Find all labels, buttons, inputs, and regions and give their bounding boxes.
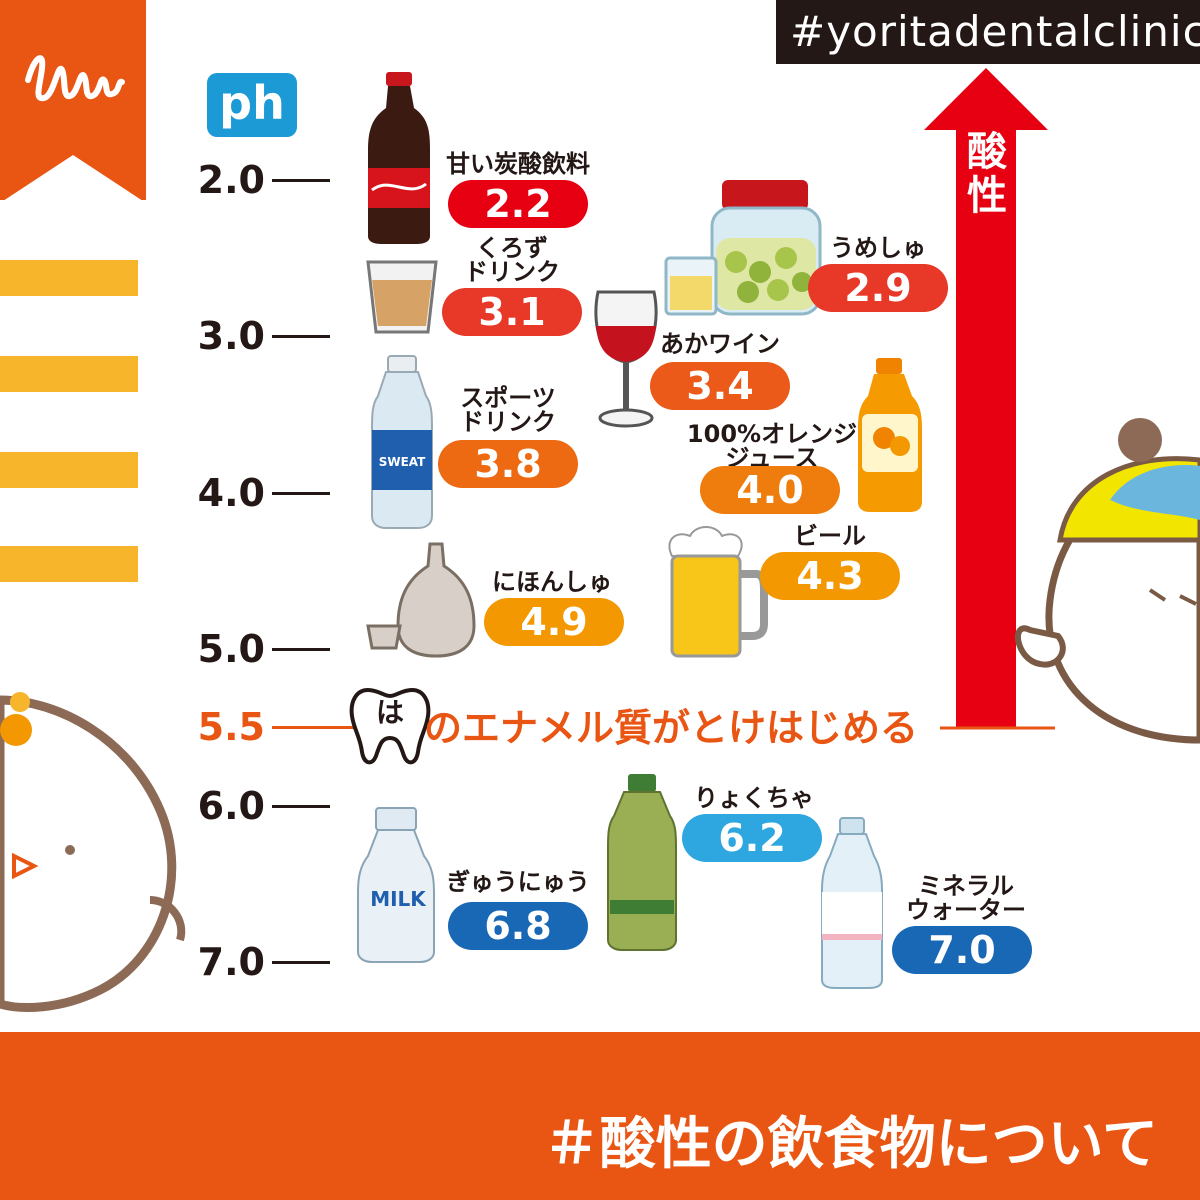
axis-tick-mark	[272, 648, 330, 652]
drink-name-label: にほんしゅ	[492, 568, 612, 596]
wine-glass-icon	[594, 290, 658, 428]
ph-value-pill: 4.0	[700, 466, 840, 514]
milk-bottle-label: MILK	[370, 887, 427, 911]
ph-value-pill: 2.2	[448, 180, 588, 228]
water-bottle-icon	[821, 817, 883, 989]
drink-name-label: ビール	[794, 522, 866, 550]
logo-icon	[25, 55, 125, 102]
axis-tick-label: 5.0	[197, 627, 265, 672]
axis-tick-mark	[272, 961, 330, 964]
decor-stripe	[0, 452, 138, 488]
axis-tick-mark	[272, 179, 330, 182]
axis-tick-mark	[272, 335, 330, 339]
milk-bottle-icon: MILK	[357, 807, 435, 963]
axis-tick-mark	[272, 804, 330, 808]
drink-name-label: スポーツ ドリンク	[460, 384, 556, 436]
ph-value-pill: 4.9	[484, 598, 624, 646]
decor-stripe	[0, 546, 138, 582]
ph-value-pill: 2.9	[808, 264, 948, 312]
acid-arrow-label: 酸 性	[967, 129, 1007, 219]
enamel-threshold-text: のエナメル質がとけはじめる	[424, 706, 919, 750]
drink-name-label: りょくちゃ	[694, 784, 814, 812]
ph-value-pill: 6.2	[682, 814, 822, 862]
drink-name-label: くろず ドリンク	[464, 234, 560, 286]
axis-tick-label: 2.0	[197, 158, 265, 202]
drink-name-label: あかワイン	[660, 330, 780, 358]
sports-drink-bottle-icon: SWEAT	[371, 355, 433, 529]
drink-name-label: 甘い炭酸飲料	[446, 150, 590, 178]
cola-bottle-icon	[368, 72, 430, 244]
drink-name-label: 100%オレンジ ジュース	[686, 420, 858, 472]
drink-name-label: うめしゅ	[830, 234, 926, 262]
ph-value-pill: 6.8	[448, 902, 588, 950]
decor-stripe	[0, 260, 138, 296]
hashtag-banner: #yoritadentalclinic	[776, 0, 1200, 64]
character-left-icon	[0, 692, 186, 1012]
axis-tick-label: 3.0	[197, 314, 265, 359]
ph-value-pill: 3.4	[650, 362, 790, 410]
ph-value-pill: 3.8	[438, 440, 578, 488]
ribbon-notch	[0, 155, 146, 203]
footer-title: ＃酸性の飲食物について	[543, 1112, 1158, 1177]
sake-bottle-icon	[366, 542, 476, 658]
axis-tick-label: 5.5	[197, 705, 265, 750]
axis-tick-label: 6.0	[197, 783, 265, 828]
axis-tick-label: 4.0	[197, 470, 265, 515]
axis-tick-label: 7.0	[197, 940, 265, 984]
footer-bar	[0, 1032, 1200, 1200]
ph-value-pill: 3.1	[442, 288, 582, 336]
ph-value-pill: 4.3	[760, 552, 900, 600]
axis-tick-mark	[272, 726, 354, 730]
ph-axis-badge: ph	[207, 73, 297, 137]
orange-juice-bottle-icon	[858, 358, 922, 512]
character-right-icon	[1014, 418, 1200, 744]
sweat-bottle-label: SWEAT	[379, 455, 426, 469]
ph-value-pill: 7.0	[892, 926, 1032, 974]
drink-name-label: ぎゅうにゅう	[446, 868, 590, 896]
drink-name-label: ミネラル ウォーター	[906, 872, 1026, 924]
axis-tick-mark	[272, 491, 330, 495]
tooth-label: は	[375, 696, 404, 729]
decor-stripe	[0, 356, 138, 392]
